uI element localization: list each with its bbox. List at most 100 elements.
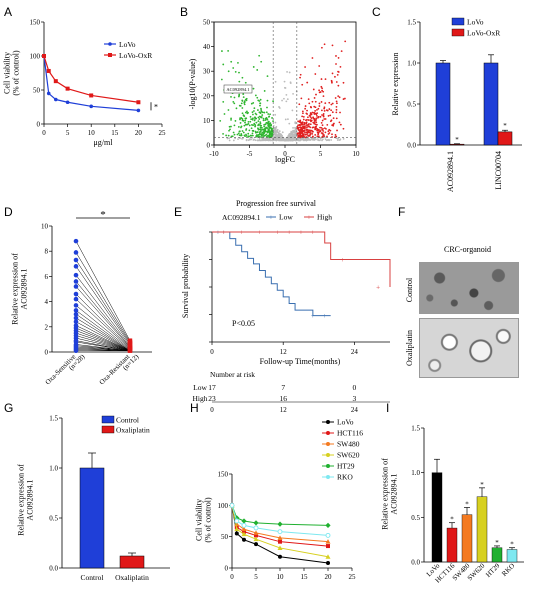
panel-b-gene-point	[312, 121, 315, 124]
panel-b-gene-point	[337, 95, 340, 98]
panel-b-gene-point	[290, 137, 292, 140]
panel-i-bar-SW480	[461, 514, 473, 563]
panel-d-pair-line	[75, 330, 131, 351]
panel-b-gene-point	[284, 87, 287, 89]
panel-b-xtick-label: 10	[353, 150, 361, 158]
panel-g-bar-Control	[79, 467, 105, 569]
panel-b-gene-point	[228, 139, 231, 142]
panel-b-gene-point	[254, 117, 257, 120]
panel-b-gene-point	[320, 109, 323, 112]
panel-b-gene-point	[271, 132, 274, 135]
panel-b-gene-point	[325, 127, 327, 130]
panel-b-gene-point	[247, 132, 250, 135]
panel-d-point-sensitive	[73, 348, 79, 354]
panel-b-gene-point	[278, 106, 280, 108]
panel-a-legend-marker	[108, 53, 112, 57]
panel-b-gene-point	[309, 119, 312, 122]
panel-b-gene-point	[312, 126, 315, 129]
panel-h-point	[241, 522, 247, 528]
panel-b-gene-point	[269, 113, 271, 116]
panel-b-gene-point	[250, 138, 252, 141]
panel-b-gene-point	[302, 115, 305, 118]
panel-b-gene-point	[232, 139, 235, 142]
panel-b-gene-point	[281, 99, 283, 102]
panel-b-gene-point	[322, 127, 324, 130]
panel-b-gene-point	[322, 90, 325, 93]
panel-b-gene-point	[327, 115, 330, 117]
panel-a-legend-marker	[108, 42, 112, 46]
panel-b-gene-point	[258, 54, 261, 57]
panel-b-gene-point	[243, 124, 246, 127]
panel-b-gene-point	[304, 66, 307, 68]
panel-a-xtick-label: 5	[66, 129, 70, 137]
panel-c-category-label: LINC00704	[494, 151, 503, 190]
panel-b-gene-point	[287, 118, 289, 121]
panel-b-gene-point	[259, 104, 261, 107]
panel-b-gene-point	[237, 132, 240, 135]
panel-b-gene-point	[340, 50, 343, 53]
panel-b-gene-point	[316, 131, 319, 134]
panel-b-gene-point	[329, 120, 332, 123]
panel-b-gene-point	[290, 133, 292, 136]
panel-i-sig-star: *	[495, 539, 499, 547]
panel-h-point	[326, 560, 330, 565]
panel-h-xtick-label: 10	[277, 573, 285, 581]
panel-e-risk-value: 23	[208, 394, 216, 403]
panel-h-ytick-label: 0	[225, 565, 229, 573]
panel-b-gene-point	[226, 137, 229, 140]
panel-i-sig-star: *	[450, 516, 454, 524]
panel-b-gene-point	[269, 124, 272, 127]
panel-b-gene-point	[321, 119, 324, 122]
panel-b-gene-point	[312, 138, 314, 141]
panel-b-gene-point	[232, 131, 235, 134]
panel-b-gene-point	[314, 73, 317, 75]
panel-b-gene-point	[259, 133, 262, 136]
panel-b-gene-point	[234, 137, 237, 140]
panel-label-g: G	[4, 401, 13, 415]
panel-b-gene-point	[242, 119, 245, 122]
panel-b-gene-point	[289, 81, 292, 84]
panel-b-gene-point	[295, 130, 297, 133]
panel-b-gene-point	[254, 125, 256, 128]
panel-b-gene-point	[339, 65, 342, 68]
panel-b-gene-point	[268, 128, 270, 131]
panel-b-gene-point	[267, 138, 270, 141]
panel-e-censor-mark: +	[323, 312, 327, 320]
panel-b-gene-point	[230, 95, 232, 98]
panel-b-gene-point	[240, 134, 243, 137]
panel-b-gene-point	[257, 109, 259, 111]
panel-b-gene-point	[285, 94, 288, 96]
panel-b-gene-point	[331, 44, 334, 47]
panel-b-gene-point	[255, 121, 258, 124]
panel-b-gene-point	[321, 138, 324, 141]
panel-b-gene-point	[308, 123, 310, 125]
panel-b-gene-point	[320, 85, 323, 88]
panel-i-bar-LoVo	[431, 472, 443, 563]
panel-b-gene-point	[305, 124, 308, 127]
panel-b-gene-point	[260, 116, 263, 118]
panel-b-gene-point	[293, 133, 296, 136]
panel-d-pair-line	[75, 337, 131, 351]
panel-b-gene-point	[247, 120, 250, 123]
panel-a-point	[65, 86, 70, 91]
panel-d-pair-line	[75, 341, 131, 351]
panel-d-point-sensitive	[73, 238, 79, 244]
panel-b-gene-point	[291, 136, 294, 139]
panel-g-ytick-label: 0.5	[49, 515, 58, 523]
panel-b-gene-point	[262, 134, 264, 137]
panel-b-gene-point	[314, 110, 317, 112]
panel-d-pair-line	[75, 259, 131, 344]
panel-b-gene-point	[342, 137, 345, 140]
panel-b-gene-point	[248, 138, 251, 141]
panel-b-gene-point	[301, 110, 304, 113]
panel-g-legend-swatch	[101, 425, 115, 434]
panel-b-gene-point	[277, 133, 280, 135]
panel-e-censor-mark: +	[376, 284, 380, 292]
panel-b-gene-point	[323, 43, 326, 46]
panel-b-gene-point	[301, 131, 304, 133]
panel-b-gene-point	[298, 133, 301, 135]
panel-b-gene-point	[294, 122, 297, 125]
panel-label-a: A	[4, 5, 12, 19]
panel-b-gene-point	[339, 123, 342, 126]
panel-b-gene-point	[311, 57, 314, 59]
